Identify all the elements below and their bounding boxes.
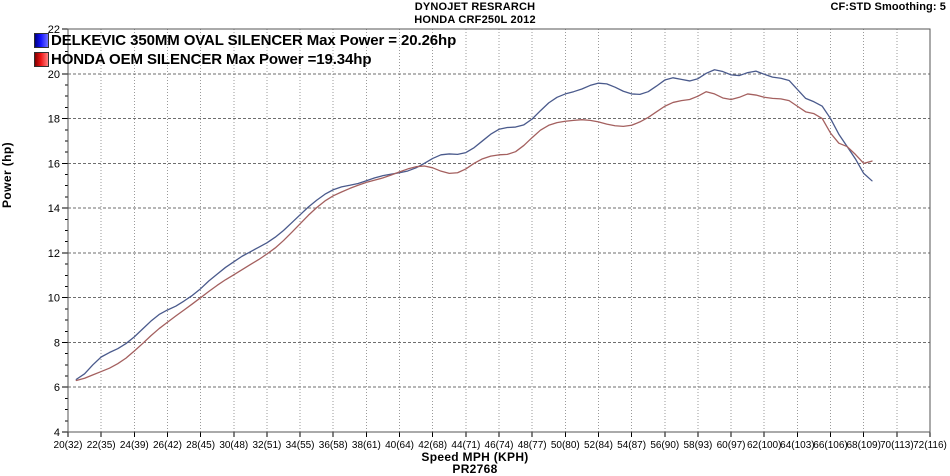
x-tick-label: 60(97) bbox=[717, 440, 746, 451]
legend-swatch-blue-icon bbox=[34, 33, 49, 48]
x-tick-label: 68(109) bbox=[846, 440, 880, 451]
x-tick-label: 34(55) bbox=[286, 440, 315, 451]
x-axis-title: Speed MPH (KPH) bbox=[421, 450, 529, 464]
legend-item-delkevic: DELKEVIC 350MM OVAL SILENCER Max Power =… bbox=[34, 31, 456, 50]
x-tick-label: 42(68) bbox=[418, 440, 447, 451]
x-tick-label: 22(35) bbox=[87, 440, 116, 451]
y-tick-label: 12 bbox=[48, 248, 60, 260]
x-tick-label: 52(84) bbox=[584, 440, 613, 451]
x-tick-label: 20(32) bbox=[54, 440, 83, 451]
y-tick-label: 16 bbox=[48, 158, 60, 170]
x-tick-label: 44(71) bbox=[451, 440, 480, 451]
correction-smoothing-info: CF:STD Smoothing: 5 bbox=[830, 1, 946, 13]
x-tick-label: 58(93) bbox=[683, 440, 712, 451]
x-tick-label: 64(103) bbox=[780, 440, 814, 451]
chart-legend: DELKEVIC 350MM OVAL SILENCER Max Power =… bbox=[34, 31, 456, 69]
y-tick-label: 22 bbox=[48, 24, 60, 36]
x-tick-label: 70(113) bbox=[880, 440, 914, 451]
x-tick-label: 46(74) bbox=[485, 440, 514, 451]
legend-label-honda-oem: HONDA OEM SILENCER Max Power =19.34hp bbox=[51, 50, 372, 68]
axis-ticks: 4 6 8 10 12 14 16 18 20 22 20(32) 22(35) 24(39) 26(42… bbox=[48, 24, 947, 451]
plot-border bbox=[67, 28, 931, 433]
x-tick-label: 62(100) bbox=[747, 440, 781, 451]
x-tick-label: 32(51) bbox=[252, 440, 281, 451]
series-line-delkevic bbox=[75, 69, 873, 381]
run-code-label: PR2768 bbox=[452, 462, 498, 476]
legend-swatch-red-icon bbox=[34, 52, 49, 67]
legend-label-delkevic: DELKEVIC 350MM OVAL SILENCER Max Power =… bbox=[51, 31, 457, 49]
y-tick-label: 6 bbox=[54, 382, 60, 394]
y-tick-label: 8 bbox=[54, 337, 60, 349]
y-tick-label: 20 bbox=[48, 69, 60, 81]
x-tick-label: 38(61) bbox=[352, 440, 381, 451]
dyno-title: DYNOJET RESRARCH bbox=[414, 1, 536, 13]
x-tick-label: 28(45) bbox=[186, 440, 215, 451]
x-tick-label: 30(48) bbox=[219, 440, 248, 451]
x-tick-label: 50(80) bbox=[551, 440, 580, 451]
x-tick-label: 48(77) bbox=[518, 440, 547, 451]
x-tick-label: 40(64) bbox=[385, 440, 414, 451]
vehicle-subtitle: HONDA CRF250L 2012 bbox=[414, 14, 536, 26]
x-tick-label: 66(106) bbox=[813, 440, 847, 451]
x-tick-label: 24(39) bbox=[120, 440, 149, 451]
x-tick-label: 36(58) bbox=[319, 440, 348, 451]
y-tick-label: 18 bbox=[48, 114, 60, 126]
x-tick-label: 72(116) bbox=[913, 440, 947, 451]
series-line-honda-oem bbox=[75, 91, 873, 382]
data-series-group bbox=[75, 69, 873, 382]
y-tick-label: 14 bbox=[48, 203, 60, 215]
legend-item-honda-oem: HONDA OEM SILENCER Max Power =19.34hp bbox=[34, 50, 456, 69]
y-tick-label: 4 bbox=[54, 427, 60, 439]
x-tick-label: 26(42) bbox=[153, 440, 182, 451]
chart-header: DYNOJET RESRARCH HONDA CRF250L 2012 CF:S… bbox=[0, 0, 950, 28]
x-tick-label: 54(87) bbox=[617, 440, 646, 451]
y-tick-label: 10 bbox=[48, 293, 60, 305]
y-axis-title: Power (hp) bbox=[0, 142, 14, 208]
x-tick-label: 56(90) bbox=[650, 440, 679, 451]
